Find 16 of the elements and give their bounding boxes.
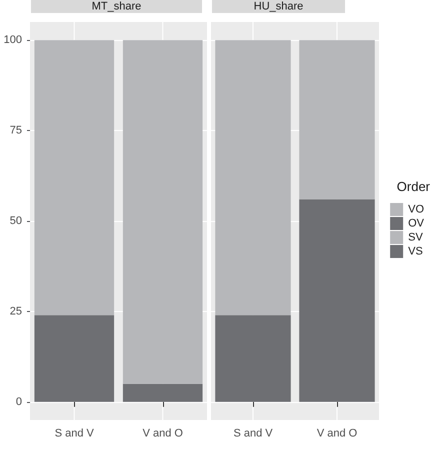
x-tick-label: S and V [54,428,94,440]
y-tick-label: 25 [10,305,22,318]
x-tick-label: V and O [316,428,358,440]
x-tick-label: V and O [142,428,184,440]
y-tick-label: 75 [10,124,22,137]
chart-title: HU_share [254,0,304,12]
y-tick-label: 0 [16,396,22,408]
y-tick-label: 50 [10,215,22,227]
chart-title: MT_share [92,0,142,12]
legend-label: VO [408,204,424,216]
y-tick-label: 100 [4,34,22,46]
legend-label: SV [408,232,424,244]
legend-title: Order [396,179,431,194]
x-tick-label: S and V [233,428,274,440]
legend-label: OV [408,218,425,230]
legend-label: VS [408,246,423,258]
